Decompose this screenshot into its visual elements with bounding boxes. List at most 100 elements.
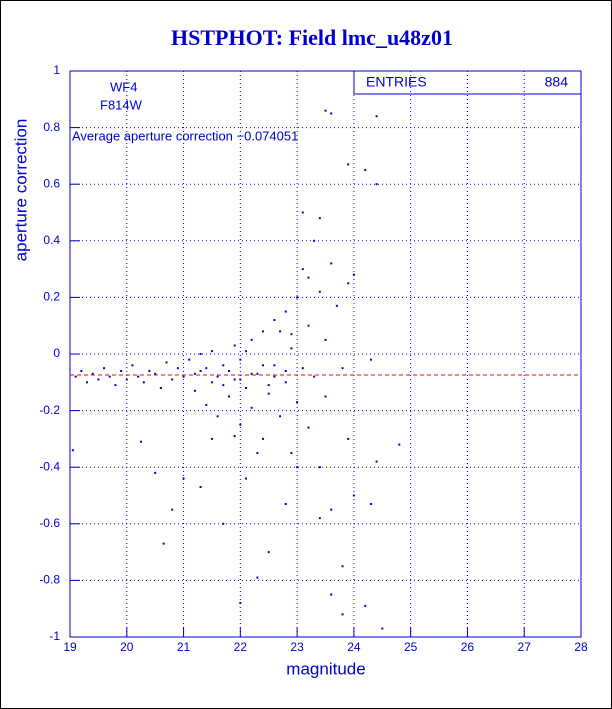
point xyxy=(347,163,350,166)
stats-label: ENTRIES xyxy=(366,74,427,90)
point xyxy=(227,369,230,372)
point xyxy=(284,381,287,384)
point xyxy=(91,372,94,375)
y-tick-label: 1 xyxy=(53,63,60,77)
point xyxy=(301,268,304,271)
point xyxy=(120,369,123,372)
point xyxy=(227,395,230,398)
point xyxy=(296,466,299,469)
point xyxy=(330,593,333,596)
point xyxy=(250,338,253,341)
point xyxy=(352,273,355,276)
point xyxy=(279,415,282,418)
point xyxy=(205,367,208,370)
point xyxy=(381,627,384,630)
point xyxy=(296,401,299,404)
point xyxy=(233,344,236,347)
point xyxy=(148,369,151,372)
y-tick-label: 0 xyxy=(53,346,60,360)
point xyxy=(262,330,265,333)
point xyxy=(273,319,276,322)
point xyxy=(347,282,350,285)
y-tick-label: 0.4 xyxy=(43,233,60,247)
point xyxy=(398,443,401,446)
point xyxy=(162,542,165,545)
x-tick-label: 27 xyxy=(518,640,532,654)
point xyxy=(307,276,310,279)
point xyxy=(318,217,321,220)
x-tick-label: 25 xyxy=(404,640,418,654)
point xyxy=(139,440,142,443)
point xyxy=(245,386,248,389)
chart-title: HSTPHOT: Field lmc_u48z01 xyxy=(171,25,453,50)
point xyxy=(324,395,327,398)
point xyxy=(262,364,265,367)
point xyxy=(80,369,83,372)
point xyxy=(290,452,293,455)
point xyxy=(330,112,333,115)
point xyxy=(233,435,236,438)
point xyxy=(199,369,202,372)
point xyxy=(296,296,299,299)
point xyxy=(239,358,242,361)
point xyxy=(222,522,225,525)
point xyxy=(137,375,140,378)
point xyxy=(284,502,287,505)
point xyxy=(193,372,196,375)
x-tick-label: 28 xyxy=(574,640,588,654)
point xyxy=(159,386,162,389)
point xyxy=(125,378,128,381)
point xyxy=(341,367,344,370)
point xyxy=(318,466,321,469)
point xyxy=(267,392,270,395)
x-tick-label: 21 xyxy=(177,640,191,654)
x-tick-label: 23 xyxy=(290,640,304,654)
x-tick-label: 24 xyxy=(347,640,361,654)
point xyxy=(176,367,179,370)
point xyxy=(103,367,106,370)
y-tick-label: -0.2 xyxy=(39,403,60,417)
point xyxy=(352,494,355,497)
point xyxy=(199,486,202,489)
point xyxy=(341,565,344,568)
point xyxy=(256,452,259,455)
point xyxy=(171,378,174,381)
x-tick-label: 20 xyxy=(120,640,134,654)
point xyxy=(301,211,304,214)
point xyxy=(324,338,327,341)
point xyxy=(216,415,219,418)
point xyxy=(199,353,202,355)
point xyxy=(86,381,89,384)
y-tick-label: 0.2 xyxy=(43,290,60,304)
point xyxy=(250,372,253,375)
point xyxy=(284,310,287,313)
point xyxy=(74,375,77,378)
point xyxy=(369,502,372,505)
point xyxy=(210,350,213,353)
point xyxy=(256,576,259,579)
point xyxy=(330,508,333,511)
point xyxy=(267,384,270,387)
point xyxy=(239,423,242,426)
point xyxy=(318,517,321,520)
point xyxy=(222,364,225,367)
point xyxy=(205,403,208,406)
x-tick-label: 26 xyxy=(461,640,475,654)
point xyxy=(262,437,265,440)
point xyxy=(375,115,378,118)
point xyxy=(216,375,219,378)
point xyxy=(369,358,372,361)
x-tick-label: 22 xyxy=(234,640,248,654)
point xyxy=(284,369,287,372)
point xyxy=(375,183,378,186)
point xyxy=(222,384,225,387)
x-tick-label: 19 xyxy=(63,640,77,654)
point xyxy=(279,330,282,333)
point xyxy=(267,551,270,554)
point xyxy=(142,381,145,384)
y-tick-label: -1 xyxy=(49,629,60,643)
y-tick-label: 0.8 xyxy=(43,120,60,134)
point xyxy=(307,426,310,429)
point xyxy=(330,262,333,265)
